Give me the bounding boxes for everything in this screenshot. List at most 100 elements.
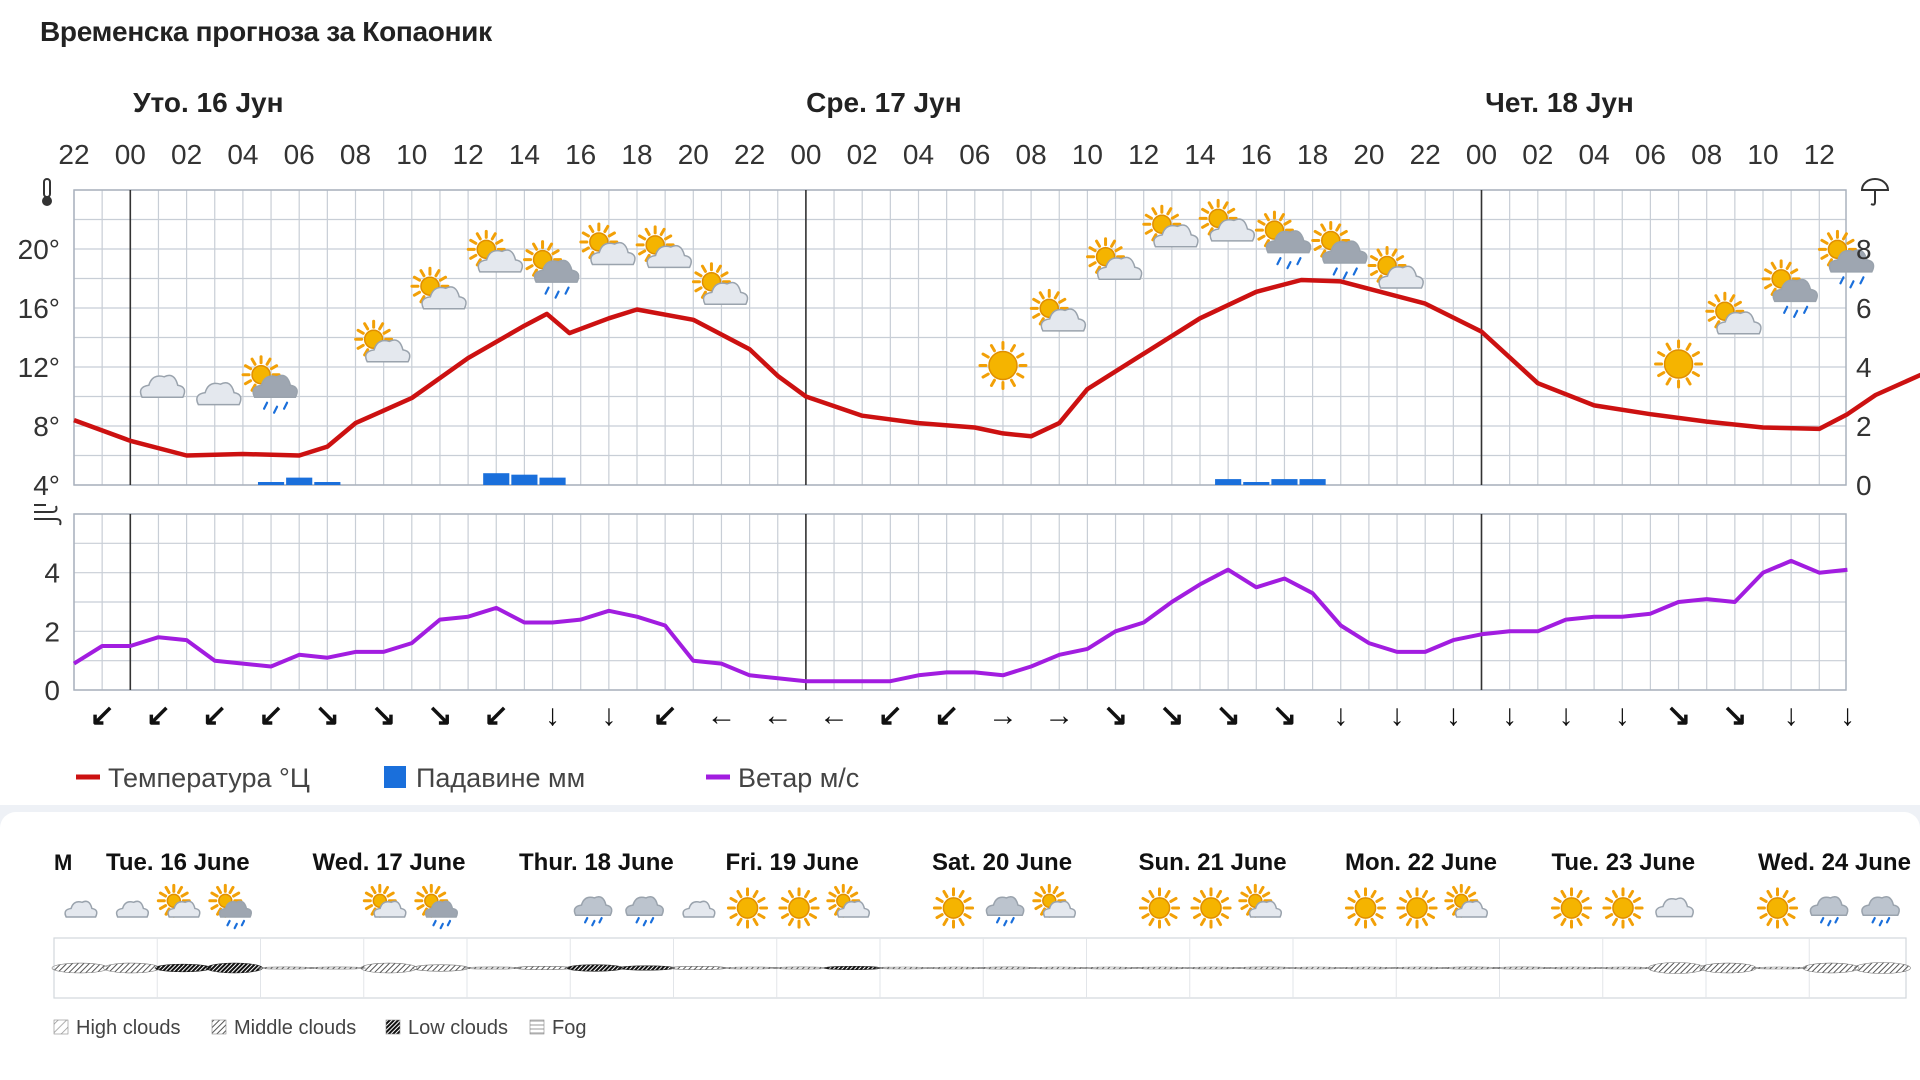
wind-line [72,558,1848,684]
hour-label: 08 [340,139,371,170]
moon-cloud-icon [196,371,242,406]
hour-label: 04 [1579,139,1610,170]
wind-direction-arrow: ↙ [484,699,509,732]
wind-direction-arrow: ↓ [1784,699,1799,732]
sun-cloud-icon [362,883,407,918]
cloud-layer [257,966,315,970]
wind-direction-arrow: ↘ [1103,699,1128,732]
cloud-rain-icon [1809,896,1849,927]
sun-cloud-icon [1142,204,1199,248]
sun-cloud-rain-icon [1311,220,1368,280]
hour-label: 16 [565,139,596,170]
sun-cloud-icon [1198,198,1255,242]
cloud-legend-label: High clouds [76,1017,181,1039]
wind-direction-arrow: ← [763,699,793,732]
wind-direction-arrow: ↘ [1272,699,1297,732]
legend-swatch [384,766,406,788]
week-day-partial: M [54,850,72,875]
week-day-label: Tue. 23 June [1552,849,1696,876]
sun-cloud-icon [1444,883,1489,918]
precip-tick-label: 6 [1856,293,1872,324]
cloud-layer [978,966,1036,970]
week-day-label: Mon. 22 June [1345,849,1497,876]
cloud-layer [1442,966,1499,970]
hour-label: 22 [1410,139,1441,170]
wind-direction-arrow: ↓ [1390,699,1405,732]
sun-cloud-icon [1029,288,1087,332]
cloud-layer [1493,966,1551,970]
moon-icon [1556,348,1571,377]
wind-tick-label: 4 [44,558,60,589]
precip-tick-label: 8 [1856,234,1872,265]
sun-icon [1138,887,1181,929]
cloud-layer [1390,966,1448,970]
hour-label: 20 [678,139,709,170]
week-strip: M Tue. 16 June Wed. 17 June Thur. 18 June Fr… [51,849,1911,1039]
sun-cloud-rain-icon [414,883,459,930]
hour-label: 12 [1804,139,1835,170]
temp-tick-label: 16° [18,293,60,324]
wind-direction-arrow: ↙ [146,699,171,732]
cloud-layer [309,966,366,970]
day-label: Чет. 18 Јун [1485,87,1634,118]
wind-tick-label: 2 [44,616,60,647]
wind-direction-arrow: ↘ [1722,699,1747,732]
hour-label: 16 [1241,139,1272,170]
wind-frame [73,513,1847,691]
precip-bar [1215,479,1242,485]
cloud-layer [1133,966,1190,970]
sun-cloud-icon [635,225,692,269]
sun-cloud-rain-icon [1254,210,1312,270]
wind-direction-arrow: ↙ [258,699,283,732]
cloud-legend-swatch [53,1019,69,1035]
cloud-layer [1545,966,1602,970]
cloud-rain-icon [573,896,613,927]
week-day-label: Sat. 20 June [932,849,1072,876]
precip-bar [511,474,538,485]
cloud-layer [1596,966,1654,970]
hour-label: 22 [734,139,765,170]
cloud-layer [824,966,881,970]
hour-label: 06 [284,139,315,170]
cloud-layer [515,966,572,970]
sun-cloud-rain-icon [1817,229,1875,289]
sun-cloud-icon [156,883,201,918]
moon-icon [1101,897,1112,919]
moon-icon [895,897,906,919]
week-day-label: Fri. 19 June [726,849,859,876]
cloud-layer [1339,966,1396,970]
precip-tick-label: 4 [1856,352,1872,383]
chart-lines [72,277,1920,684]
cloud-legend-swatch [211,1019,227,1035]
wind-direction-arrow: ← [706,699,736,732]
hour-label: 04 [903,139,934,170]
wind-direction-arrow: → [988,699,1018,732]
cloud-layer [206,962,263,974]
hour-label: 04 [227,139,258,170]
cloud-rain-icon [985,896,1025,927]
umbrella-icon [1860,178,1890,206]
moon-icon [1613,357,1628,386]
hour-label: 08 [1691,139,1722,170]
cloud-layer [721,966,778,970]
moon-icon [1307,897,1318,919]
legend-label: Ветар м/с [738,763,859,793]
cloud-icon [1655,897,1694,918]
week-day-label: Sun. 21 June [1139,849,1287,876]
moon-icon [93,364,108,393]
wind-direction-arrow: ↘ [315,699,340,732]
wind-direction-arrow: ↓ [1502,699,1517,732]
hour-label: 18 [1297,139,1328,170]
precip-bar [257,482,285,485]
cloud-legend-label: Low clouds [408,1017,508,1039]
wind-direction-arrow: ↓ [1840,699,1855,732]
sun-cloud-icon [466,229,524,273]
wind-direction-arrow: ↓ [1558,699,1573,732]
hour-label: 22 [58,139,89,170]
cloud-rain-icon [625,896,664,927]
cloud-layer [1648,962,1705,974]
temp-tick-label: 20° [18,234,60,265]
precip-bar [1271,479,1298,485]
cloud-layer [463,966,521,970]
hour-label: 12 [1128,139,1159,170]
